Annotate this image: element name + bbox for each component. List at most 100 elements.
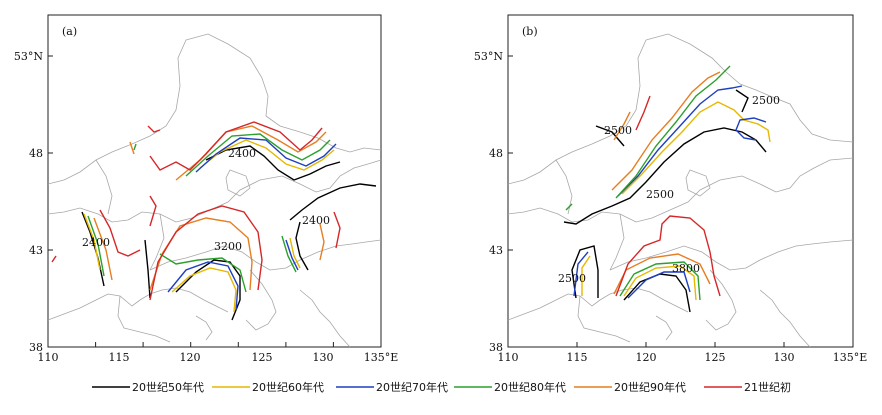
basemap-border <box>95 159 113 215</box>
panel-b: (b) <box>474 14 868 364</box>
basemap-border <box>577 295 631 343</box>
x-tick-label: 125 <box>252 351 273 364</box>
contour-1960s <box>83 213 101 271</box>
basemap-border <box>195 315 213 341</box>
basemap-border <box>609 239 854 271</box>
contour-1970s <box>167 261 239 311</box>
x-tick-label: 135°E <box>364 351 399 364</box>
legend-label: 21世纪初 <box>744 380 791 394</box>
contour-label: 2400 <box>228 147 256 160</box>
contour-1980s <box>159 253 247 293</box>
contour-1950s <box>175 259 241 321</box>
basemap-border <box>47 39 187 185</box>
x-tick-label: 115 <box>109 351 130 364</box>
basemap-border <box>555 159 573 215</box>
y-tick-label: 43 <box>489 244 503 257</box>
legend-item: 21世纪初 <box>704 380 791 394</box>
contour-label: 2400 <box>82 236 110 249</box>
contour-2000s <box>615 215 721 297</box>
legend-item: 20世纪50年代 <box>92 380 204 394</box>
y-tick-label: 43 <box>29 244 43 257</box>
basemap-border <box>225 169 251 197</box>
contour-1980s <box>619 261 701 301</box>
contour-1950s <box>295 221 309 271</box>
panel-a-label: (a) <box>62 25 77 38</box>
x-tick-label: 130 <box>774 351 795 364</box>
contour-2000s <box>635 95 651 131</box>
legend-item: 20世纪90年代 <box>574 380 686 394</box>
legend-label: 20世纪90年代 <box>614 380 686 394</box>
panel-a: (a) <box>14 14 399 364</box>
contour-2000s <box>149 205 263 301</box>
panel-a-x-axis: 110 115 120 125 130 135°E <box>38 342 399 364</box>
x-tick-label: 120 <box>180 351 201 364</box>
panel-b-frame <box>507 14 854 348</box>
contour-1960s <box>623 265 697 301</box>
contour-2000s <box>51 255 57 263</box>
legend-item: 20世纪60年代 <box>212 380 324 394</box>
panel-b-y-axis: 53°N 48 43 38 <box>474 50 513 354</box>
basemap-border <box>245 269 277 331</box>
contour-1950s <box>735 89 749 113</box>
contour-2000s <box>147 125 161 133</box>
contour-1980s <box>133 143 137 151</box>
panel-b-contours <box>563 65 771 313</box>
y-tick-label: 53°N <box>14 50 43 63</box>
contour-1970s <box>627 271 691 299</box>
contour-1970s <box>573 251 589 297</box>
contour-1970s <box>617 85 743 197</box>
x-tick-label: 110 <box>38 351 59 364</box>
contour-1970s <box>285 239 299 271</box>
panel-b-x-axis: 110 115 120 125 130 135°E <box>498 342 868 364</box>
panel-b-basemap <box>507 33 854 348</box>
contour-1950s <box>563 127 767 225</box>
contour-label: 2500 <box>646 188 674 201</box>
x-tick-label: 130 <box>313 351 334 364</box>
legend-label: 20世纪80年代 <box>494 380 566 394</box>
panel-a-frame <box>47 14 382 348</box>
x-tick-label: 135°E <box>833 351 868 364</box>
x-tick-label: 110 <box>498 351 519 364</box>
contour-1950s <box>81 211 105 287</box>
basemap-border <box>507 157 854 223</box>
contour-label: 3800 <box>672 262 700 275</box>
basemap-border <box>655 315 673 341</box>
contour-1970s <box>735 117 767 141</box>
basemap-border <box>185 33 382 153</box>
x-tick-label: 120 <box>636 351 657 364</box>
y-tick-label: 48 <box>489 147 503 160</box>
panel-a-contours <box>51 121 377 321</box>
contour-1950s <box>595 125 625 147</box>
y-tick-label: 48 <box>29 147 43 160</box>
legend-label: 20世纪60年代 <box>252 380 324 394</box>
basemap-border <box>645 33 854 143</box>
basemap-border <box>299 289 351 348</box>
y-tick-label: 38 <box>489 341 503 354</box>
x-tick-label: 115 <box>567 351 588 364</box>
contour-1990s <box>319 223 325 261</box>
contour-1980s <box>281 235 297 273</box>
contour-1950s <box>571 245 599 299</box>
contour-label: 2500 <box>558 272 586 285</box>
contour-1980s <box>565 203 573 211</box>
contour-1950s <box>144 239 151 299</box>
contour-label: 3200 <box>214 240 242 253</box>
legend-label: 20世纪50年代 <box>132 380 204 394</box>
basemap-border <box>685 169 711 197</box>
panel-b-label: (b) <box>522 25 538 38</box>
legend-item: 20世纪70年代 <box>336 380 448 394</box>
x-tick-label: 125 <box>705 351 726 364</box>
y-tick-label: 53°N <box>474 50 503 63</box>
basemap-border <box>47 287 229 321</box>
contour-1960s <box>581 255 591 296</box>
basemap-border <box>507 39 647 185</box>
basemap-border <box>507 287 689 321</box>
contour-2000s <box>99 209 141 257</box>
basemap-border <box>609 213 625 271</box>
basemap-border <box>149 239 382 271</box>
legend: 20世纪50年代 20世纪60年代 20世纪70年代 20世纪80年代 20世纪… <box>92 380 791 394</box>
contour-2000s <box>149 195 157 227</box>
contour-1960s <box>621 101 771 195</box>
